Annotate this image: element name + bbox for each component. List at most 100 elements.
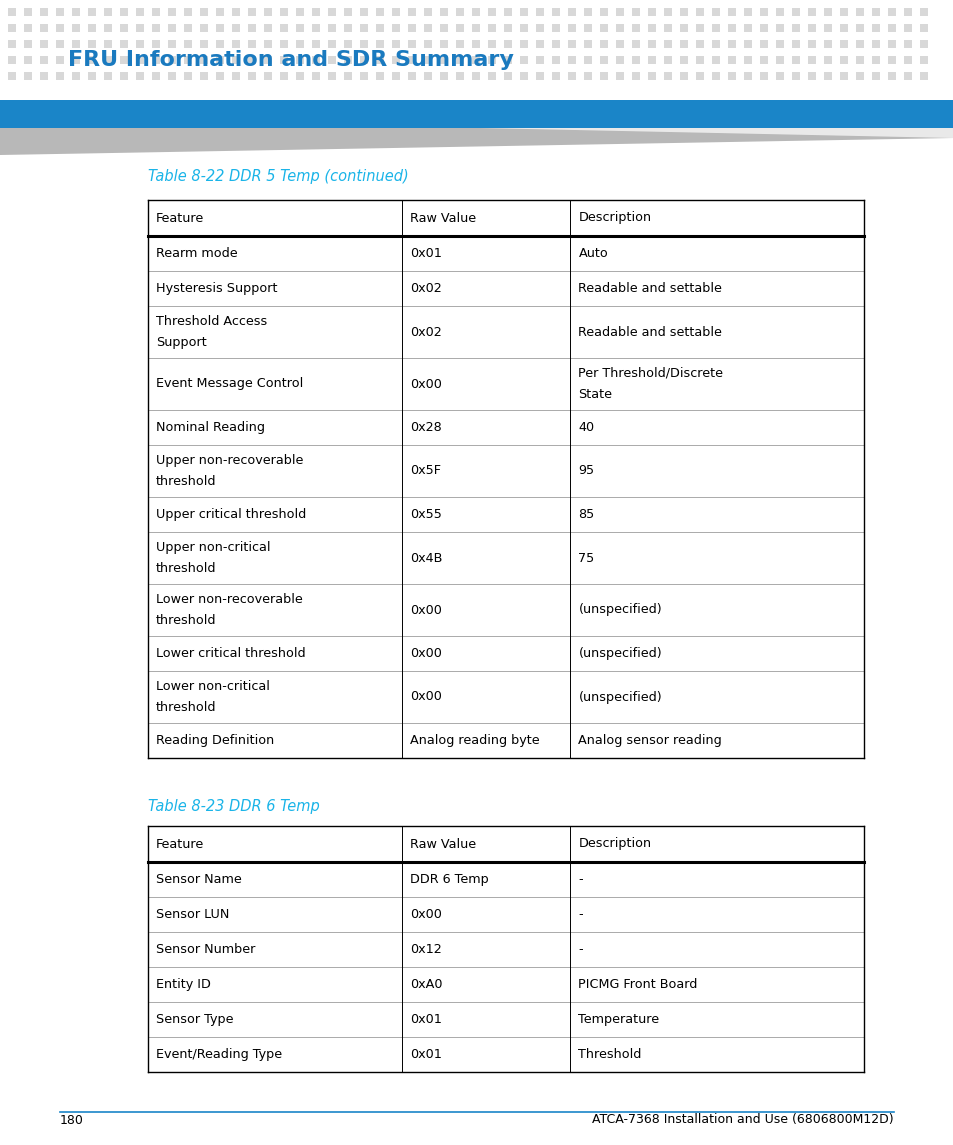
Bar — [840, 24, 847, 32]
Text: Sensor Number: Sensor Number — [156, 943, 255, 956]
Bar — [871, 8, 879, 16]
Bar — [40, 40, 48, 48]
Bar — [168, 40, 175, 48]
Text: threshold: threshold — [156, 562, 216, 575]
Bar — [328, 72, 335, 80]
Bar — [408, 72, 416, 80]
Bar — [536, 24, 543, 32]
Text: Sensor LUN: Sensor LUN — [156, 908, 229, 921]
Bar — [775, 8, 783, 16]
Bar — [919, 40, 927, 48]
Bar — [760, 24, 767, 32]
Text: Support: Support — [156, 337, 207, 349]
Bar — [408, 56, 416, 64]
Text: FRU Information and SDR Summary: FRU Information and SDR Summary — [68, 50, 514, 70]
Bar — [616, 56, 623, 64]
Text: 0x02: 0x02 — [410, 282, 441, 295]
Bar — [647, 40, 656, 48]
Bar — [295, 40, 304, 48]
Text: 0xA0: 0xA0 — [410, 978, 442, 992]
Bar — [616, 24, 623, 32]
Polygon shape — [0, 128, 953, 155]
Bar — [232, 8, 240, 16]
Text: 0x00: 0x00 — [410, 690, 441, 703]
Bar — [248, 72, 255, 80]
Bar — [488, 24, 496, 32]
Bar — [823, 40, 831, 48]
Bar — [71, 56, 80, 64]
Text: DDR 6 Temp: DDR 6 Temp — [410, 872, 489, 886]
Bar — [567, 56, 576, 64]
Bar — [903, 8, 911, 16]
Text: Readable and settable: Readable and settable — [578, 325, 721, 339]
Bar — [616, 72, 623, 80]
Bar — [200, 40, 208, 48]
Bar — [392, 72, 399, 80]
Bar — [791, 72, 800, 80]
Bar — [727, 72, 735, 80]
Bar — [456, 72, 463, 80]
Text: 180: 180 — [60, 1113, 84, 1127]
Bar — [104, 56, 112, 64]
Bar — [711, 40, 720, 48]
Bar — [71, 72, 80, 80]
Bar — [743, 56, 751, 64]
Text: Readable and settable: Readable and settable — [578, 282, 721, 295]
Bar — [423, 24, 432, 32]
Bar — [40, 24, 48, 32]
Text: Temperature: Temperature — [578, 1013, 659, 1026]
Bar — [488, 72, 496, 80]
Text: Lower critical threshold: Lower critical threshold — [156, 647, 305, 660]
Text: Feature: Feature — [156, 837, 204, 851]
Text: Raw Value: Raw Value — [410, 837, 476, 851]
Bar — [887, 24, 895, 32]
Text: 40: 40 — [578, 421, 594, 434]
Bar — [696, 40, 703, 48]
Bar — [840, 8, 847, 16]
Text: Per Threshold/Discrete: Per Threshold/Discrete — [578, 366, 722, 380]
Bar — [152, 24, 160, 32]
Text: 0x28: 0x28 — [410, 421, 441, 434]
Bar — [616, 40, 623, 48]
Text: Description: Description — [578, 212, 651, 224]
Bar — [647, 8, 656, 16]
Bar — [8, 40, 16, 48]
Bar — [567, 40, 576, 48]
Bar — [328, 8, 335, 16]
Bar — [184, 40, 192, 48]
Bar — [0, 100, 953, 128]
Bar — [152, 8, 160, 16]
Bar — [24, 72, 32, 80]
Bar — [215, 40, 224, 48]
Bar — [392, 40, 399, 48]
Bar — [312, 24, 319, 32]
Text: 0x12: 0x12 — [410, 943, 441, 956]
Text: Upper non-recoverable: Upper non-recoverable — [156, 453, 303, 467]
Bar — [696, 56, 703, 64]
Bar — [871, 24, 879, 32]
Bar — [264, 8, 272, 16]
Bar — [503, 8, 512, 16]
Bar — [472, 24, 479, 32]
Bar — [519, 8, 527, 16]
Bar — [344, 24, 352, 32]
Text: Lower non-critical: Lower non-critical — [156, 680, 270, 693]
Bar — [168, 72, 175, 80]
Bar — [855, 72, 863, 80]
Bar — [840, 40, 847, 48]
Bar — [552, 56, 559, 64]
Bar — [200, 24, 208, 32]
Bar — [215, 8, 224, 16]
Bar — [631, 56, 639, 64]
Bar — [344, 8, 352, 16]
Bar — [631, 72, 639, 80]
Bar — [727, 56, 735, 64]
Bar — [168, 8, 175, 16]
Text: threshold: threshold — [156, 475, 216, 488]
Bar — [264, 40, 272, 48]
Bar — [136, 24, 144, 32]
Bar — [312, 40, 319, 48]
Text: -: - — [578, 872, 582, 886]
Text: Threshold: Threshold — [578, 1048, 641, 1061]
Bar — [423, 40, 432, 48]
